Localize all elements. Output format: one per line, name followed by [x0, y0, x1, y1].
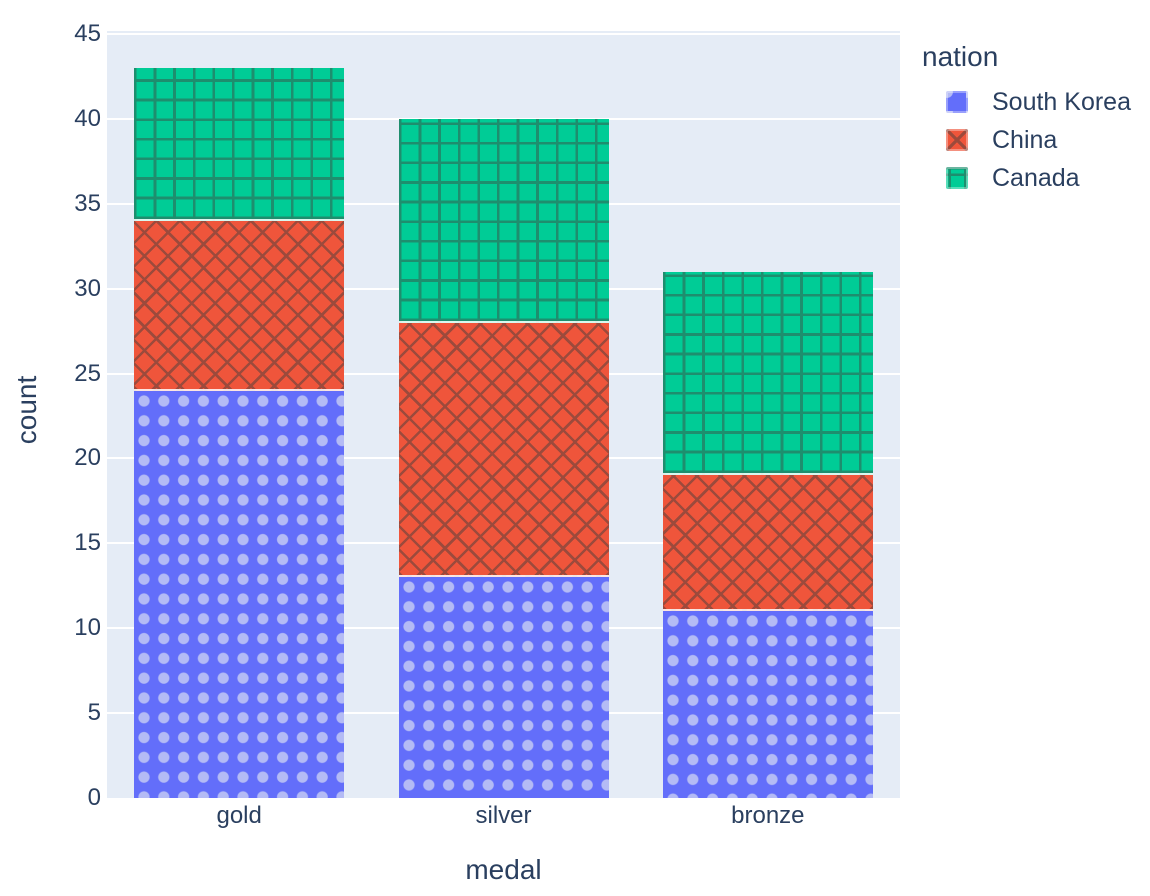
bar-segment-silver-south-korea[interactable] [398, 577, 609, 798]
x-axis-title: medal [465, 854, 542, 885]
legend-item-south-korea[interactable]: South Korea [922, 83, 1131, 121]
legend-item-label: Canada [992, 164, 1080, 192]
y-tick-label: 40 [74, 104, 101, 132]
bar-stack-bronze [662, 31, 873, 798]
bar-segment-silver-china[interactable] [398, 322, 609, 578]
y-tick-label: 30 [74, 274, 101, 302]
x-tick-label-bronze: bronze [731, 802, 805, 829]
gridline [107, 33, 900, 35]
bar-segment-gold-china[interactable] [134, 220, 345, 391]
legend-item-china[interactable]: China [922, 121, 1131, 159]
bar-segment-gold-south-korea[interactable] [134, 390, 345, 798]
y-tick-label: 20 [74, 444, 101, 472]
y-tick-label: 0 [87, 784, 101, 811]
x-tick-label-silver: silver [475, 802, 532, 829]
gridline [107, 117, 900, 120]
x-tick-label-gold: gold [216, 802, 262, 829]
legend-swatch-icon [946, 167, 968, 189]
bar-segment-bronze-china[interactable] [662, 475, 873, 612]
y-tick-label: 25 [74, 359, 101, 387]
legend-item-canada[interactable]: Canada [922, 159, 1131, 197]
legend-swatch-icon [946, 91, 968, 113]
y-tick-label: 45 [74, 20, 101, 47]
plot-area [107, 31, 900, 798]
legend-items: South Korea China Canada [922, 83, 1131, 197]
y-tick-label: 10 [74, 614, 101, 642]
bar-stack-silver [398, 31, 609, 798]
y-axis-title: count [11, 375, 42, 445]
legend-item-label: South Korea [992, 88, 1131, 116]
bar-stack-gold [134, 31, 345, 798]
bar-segment-gold-canada[interactable] [134, 67, 345, 221]
legend-item-label: China [992, 126, 1058, 154]
y-tick-label: 5 [87, 699, 101, 727]
bar-segment-silver-canada[interactable] [398, 118, 609, 323]
y-tick-label: 35 [74, 189, 101, 217]
bar-segment-bronze-canada[interactable] [662, 271, 873, 476]
legend-swatch-icon [946, 129, 968, 151]
legend-title: nation [922, 41, 999, 72]
legend: nation South Korea China Canada [922, 40, 1131, 197]
y-tick-label: 15 [74, 529, 101, 557]
bar-segment-bronze-south-korea[interactable] [662, 611, 873, 798]
